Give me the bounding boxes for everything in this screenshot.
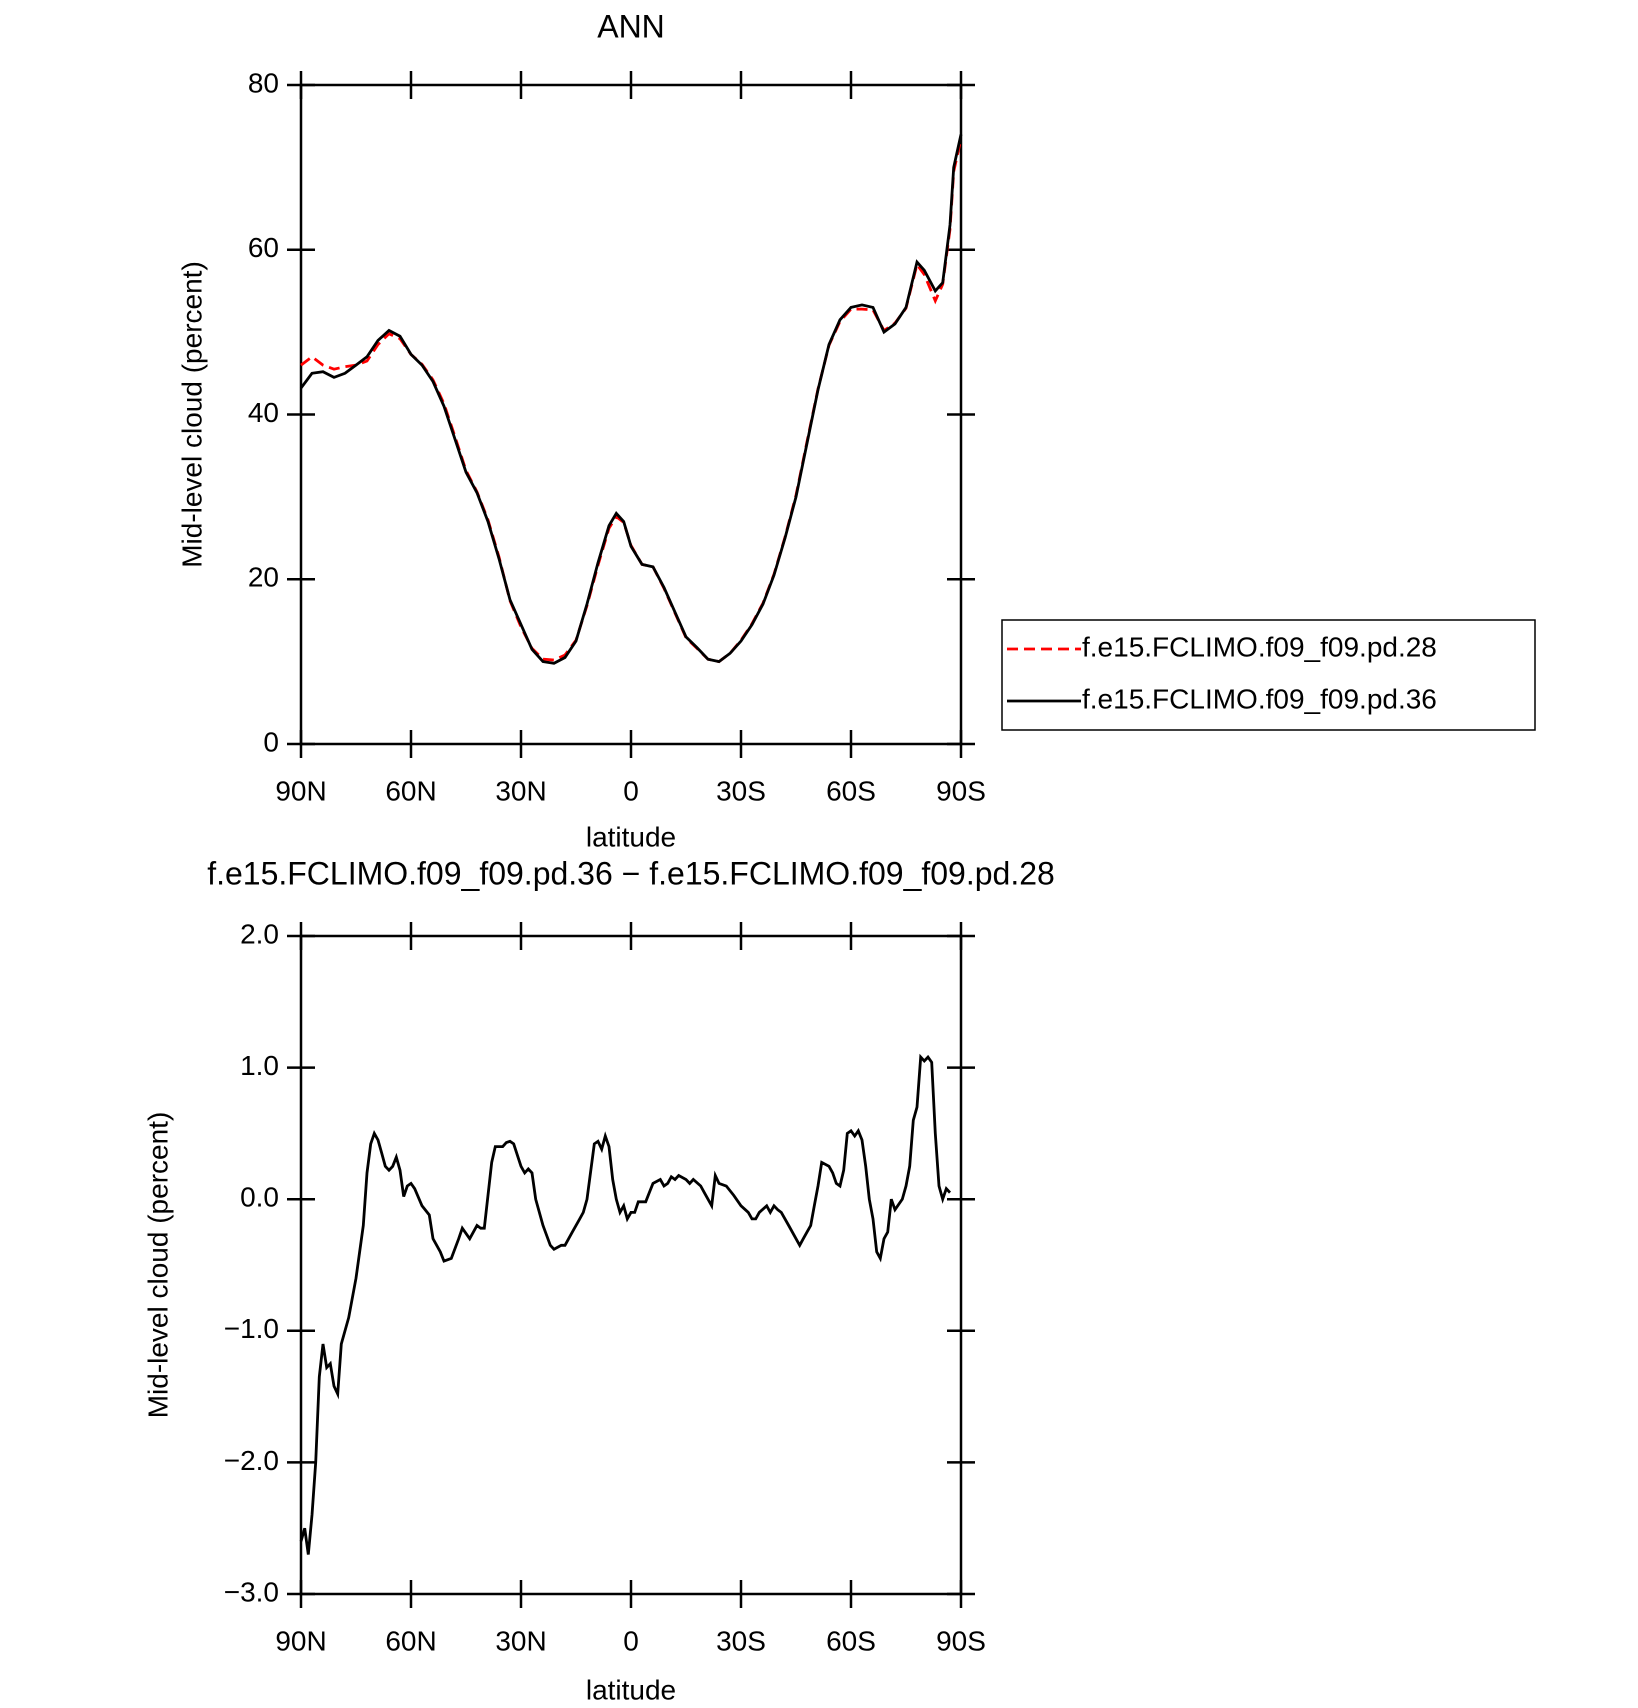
x-tick-label: 60N <box>385 1625 436 1656</box>
y-axis-label: Mid-level cloud (percent) <box>176 261 207 568</box>
x-tick-label: 90N <box>275 1625 326 1656</box>
y-tick-label: 80 <box>248 67 279 98</box>
x-tick-label: 60S <box>826 1625 876 1656</box>
y-tick-label: 0.0 <box>240 1182 279 1213</box>
x-axis-label: latitude <box>586 1674 676 1705</box>
y-tick-label: 40 <box>248 397 279 428</box>
x-tick-label: 90S <box>936 1625 986 1656</box>
plot-frame <box>299 934 963 1596</box>
x-tick-label: 30S <box>716 775 766 806</box>
x-axis-label: latitude <box>586 821 676 852</box>
x-tick-label: 30N <box>495 775 546 806</box>
x-tick-label: 90N <box>275 775 326 806</box>
plot-frame <box>299 83 963 746</box>
x-tick-label: 60N <box>385 775 436 806</box>
chart-title: f.e15.FCLIMO.f09_f09.pd.36 − f.e15.FCLIM… <box>207 855 1055 891</box>
x-tick-label: 90S <box>936 775 986 806</box>
chart-title: ANN <box>597 8 665 44</box>
y-tick-label: 2.0 <box>240 918 279 949</box>
legend-label: f.e15.FCLIMO.f09_f09.pd.36 <box>1082 683 1437 714</box>
y-tick-label: −2.0 <box>224 1445 279 1476</box>
data-line <box>299 1053 952 1555</box>
y-tick-label: 60 <box>248 232 279 263</box>
y-tick-label: −3.0 <box>224 1576 279 1607</box>
x-tick-label: 60S <box>826 775 876 806</box>
y-tick-label: 1.0 <box>240 1050 279 1081</box>
x-tick-label: 30S <box>716 1625 766 1656</box>
legend-label: f.e15.FCLIMO.f09_f09.pd.28 <box>1082 631 1437 662</box>
x-tick-label: 0 <box>623 1625 639 1656</box>
data-line <box>300 138 963 664</box>
x-tick-label: 30N <box>495 1625 546 1656</box>
y-tick-label: 0 <box>263 726 279 757</box>
y-axis-label: Mid-level cloud (percent) <box>142 1112 173 1419</box>
y-tick-label: 20 <box>248 562 279 593</box>
y-tick-label: −1.0 <box>224 1313 279 1344</box>
data-line <box>299 134 963 665</box>
legend-box <box>1001 619 1536 731</box>
x-tick-label: 0 <box>623 775 639 806</box>
